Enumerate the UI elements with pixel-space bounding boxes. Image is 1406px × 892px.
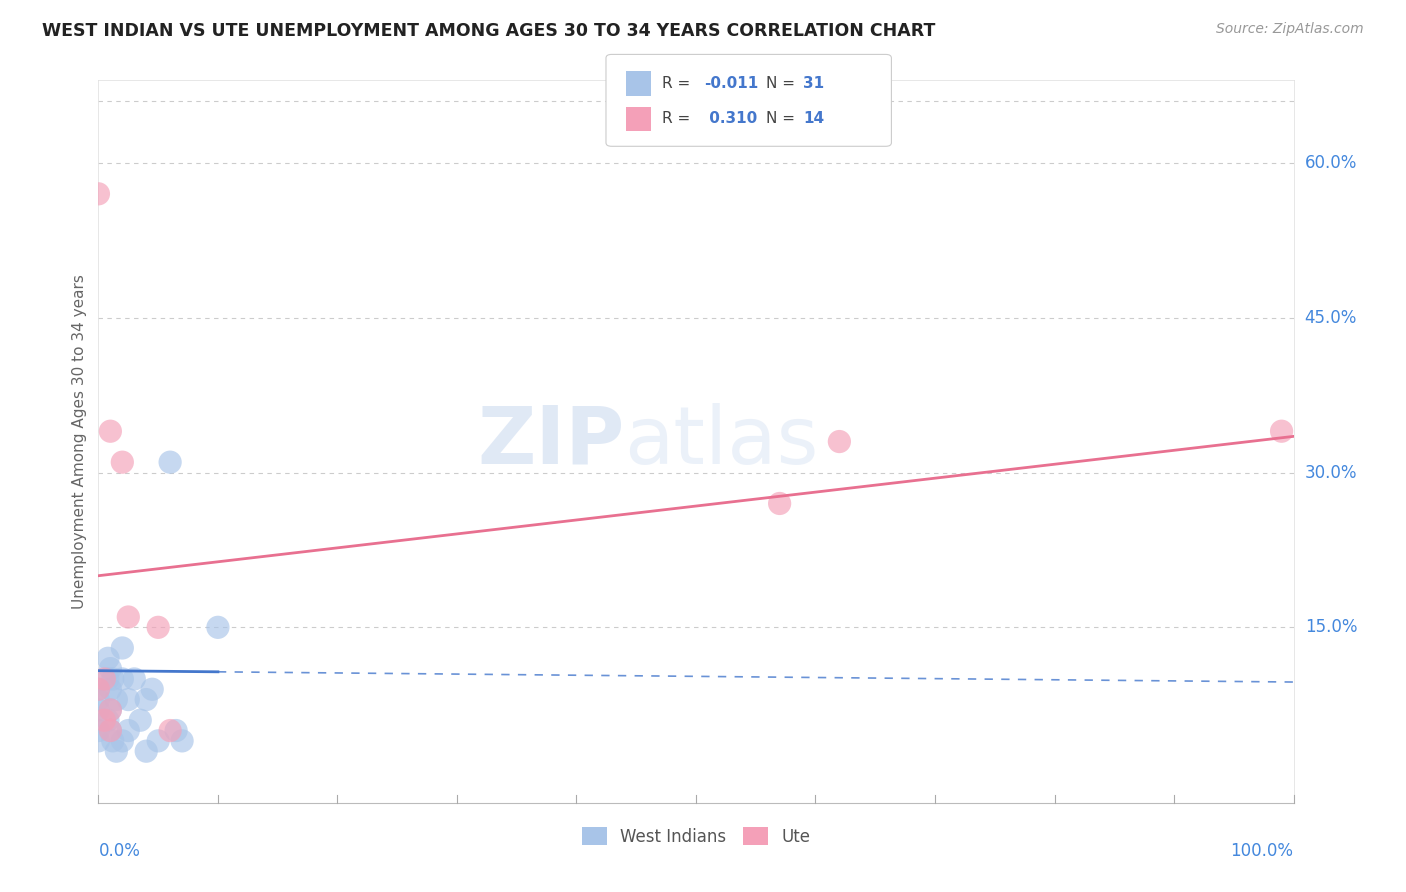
Point (98, 723, 122, 738)
Point (1271, 424, 1294, 438)
Point (135, 744, 157, 758)
Text: 0.0%: 0.0% (98, 842, 141, 860)
Point (207, 620, 229, 634)
Text: 0.310: 0.310 (704, 112, 758, 127)
Text: R =: R = (662, 76, 696, 91)
Text: N =: N = (766, 112, 800, 127)
Point (87, 682, 110, 697)
Point (124, 672, 146, 686)
Text: 45.0%: 45.0% (1305, 309, 1357, 326)
Point (172, 734, 194, 748)
Point (87, 692, 110, 706)
Point (159, 455, 181, 469)
Text: Source: ZipAtlas.com: Source: ZipAtlas.com (1216, 22, 1364, 37)
Point (98, 703, 122, 717)
Point (117, 723, 139, 738)
Point (135, 692, 157, 706)
Text: 30.0%: 30.0% (1305, 464, 1357, 482)
Point (97, 672, 120, 686)
Text: ZIP: ZIP (477, 402, 624, 481)
Legend: West Indians, Ute: West Indians, Ute (575, 821, 817, 852)
Point (111, 734, 134, 748)
Text: 15.0%: 15.0% (1305, 618, 1357, 636)
Point (141, 682, 163, 697)
Point (87, 682, 110, 697)
Point (111, 672, 134, 686)
Point (98, 662, 122, 676)
Point (148, 734, 170, 748)
Y-axis label: Unemployment Among Ages 30 to 34 years: Unemployment Among Ages 30 to 34 years (72, 274, 87, 609)
Text: atlas: atlas (624, 402, 818, 481)
Text: N =: N = (766, 76, 800, 91)
Text: WEST INDIAN VS UTE UNEMPLOYMENT AMONG AGES 30 TO 34 YEARS CORRELATION CHART: WEST INDIAN VS UTE UNEMPLOYMENT AMONG AG… (42, 22, 935, 40)
Point (105, 744, 128, 758)
Point (101, 734, 124, 748)
Point (93, 713, 115, 727)
Point (111, 640, 134, 655)
Text: 100.0%: 100.0% (1230, 842, 1294, 860)
Point (165, 723, 187, 738)
Point (828, 434, 851, 449)
Point (87, 186, 110, 201)
Point (98, 424, 122, 438)
Point (87, 723, 110, 738)
Point (159, 723, 181, 738)
Point (101, 672, 124, 686)
Point (768, 496, 790, 510)
Point (98, 703, 122, 717)
Text: 60.0%: 60.0% (1305, 153, 1357, 172)
Point (105, 692, 128, 706)
Point (97, 713, 120, 727)
Point (111, 455, 134, 469)
Point (117, 610, 139, 624)
Point (97, 651, 120, 665)
Text: R =: R = (662, 112, 696, 127)
Point (87, 703, 110, 717)
Point (93, 672, 115, 686)
Point (98, 723, 122, 738)
Text: 31: 31 (803, 76, 824, 91)
Point (148, 620, 170, 634)
Text: -0.011: -0.011 (704, 76, 759, 91)
Point (117, 692, 139, 706)
Point (129, 713, 152, 727)
Point (87, 734, 110, 748)
Point (98, 682, 122, 697)
Text: 14: 14 (803, 112, 824, 127)
